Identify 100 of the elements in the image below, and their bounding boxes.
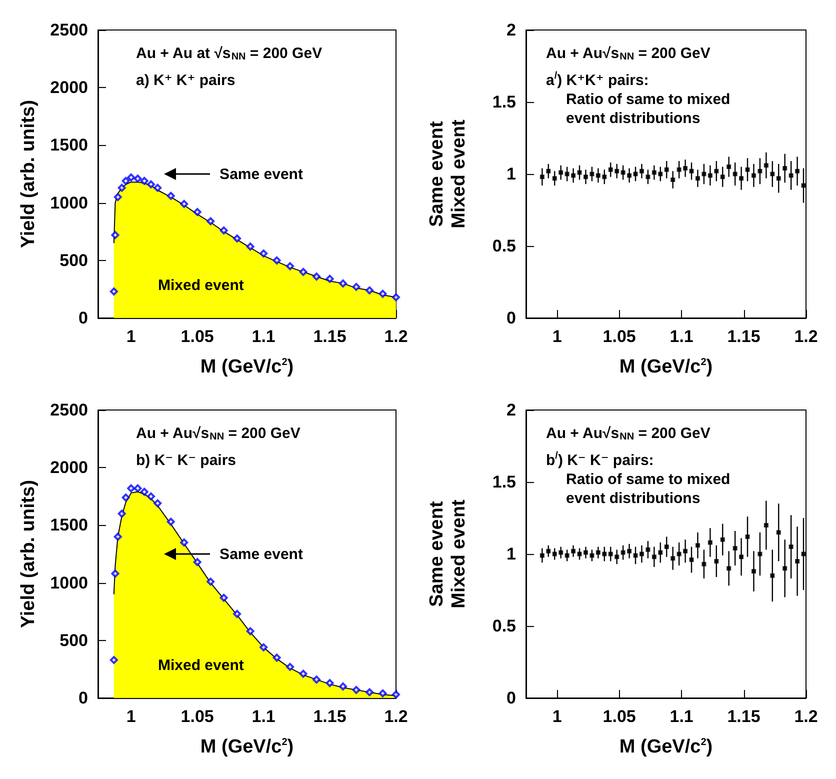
point xyxy=(676,167,682,172)
point xyxy=(118,184,126,192)
point xyxy=(127,484,136,492)
point xyxy=(751,569,756,574)
point xyxy=(146,492,155,500)
y-tick-label: 500 xyxy=(60,630,88,650)
point xyxy=(127,173,136,182)
point xyxy=(366,688,374,696)
point xyxy=(652,170,656,175)
y-axis-title: Same event Mixed event xyxy=(426,498,470,608)
y-tick-label: 1.5 xyxy=(492,92,516,112)
point xyxy=(110,656,118,664)
point xyxy=(739,554,744,560)
point xyxy=(720,537,725,542)
point xyxy=(378,290,387,298)
point xyxy=(664,167,669,172)
point xyxy=(776,176,781,181)
point xyxy=(558,550,564,555)
point xyxy=(795,558,800,564)
point xyxy=(702,562,706,566)
x-tick-label: 1.15 xyxy=(727,707,760,726)
point xyxy=(739,176,744,181)
x-tick-label: 1.2 xyxy=(794,707,818,726)
point xyxy=(639,168,644,174)
y-tick-label: 1 xyxy=(506,164,516,184)
annotation: Same event xyxy=(220,166,303,183)
point xyxy=(583,174,588,180)
point xyxy=(220,226,228,234)
point xyxy=(782,566,788,571)
point xyxy=(620,170,626,175)
point xyxy=(770,573,775,578)
point xyxy=(764,522,768,528)
annotation: Ratio of same to mixed event distributions xyxy=(566,91,730,127)
y-tick-label: 500 xyxy=(60,250,88,270)
point xyxy=(726,164,732,170)
point xyxy=(206,578,215,586)
y-tick-label: 2 xyxy=(506,400,516,420)
point xyxy=(140,488,148,496)
point xyxy=(312,676,321,684)
point xyxy=(260,249,268,258)
y-tick-label: 0 xyxy=(506,688,516,708)
point xyxy=(154,499,162,508)
point xyxy=(770,172,775,176)
point xyxy=(180,200,188,208)
point xyxy=(246,242,254,251)
point xyxy=(378,689,387,698)
x-tick-label: 1.1 xyxy=(252,327,276,346)
point xyxy=(596,550,600,555)
y-axis-title: Yield (arb. units) xyxy=(18,480,39,628)
point xyxy=(702,172,706,176)
x-tick-label: 1.15 xyxy=(727,327,760,346)
x-tick-label: 1 xyxy=(126,327,136,346)
point xyxy=(564,172,570,176)
point xyxy=(122,494,130,502)
point xyxy=(166,518,175,526)
point xyxy=(670,556,676,561)
point xyxy=(758,168,762,174)
y-tick-label: 2500 xyxy=(50,20,88,40)
point xyxy=(614,554,620,560)
x-tick-label: 1.05 xyxy=(602,707,636,726)
y-tick-label: 1 xyxy=(506,544,516,564)
y-tick-label: 0 xyxy=(78,308,88,328)
y-tick-label: 1000 xyxy=(50,573,88,592)
point xyxy=(339,682,348,690)
point xyxy=(122,176,130,185)
point xyxy=(146,180,155,188)
point xyxy=(111,231,120,240)
point xyxy=(540,174,544,180)
point xyxy=(193,558,202,566)
point xyxy=(220,594,228,602)
point xyxy=(732,172,738,176)
point xyxy=(658,172,663,176)
point xyxy=(326,274,334,283)
point xyxy=(732,546,738,550)
annotation: a/) K⁺K⁺ pairs: xyxy=(546,70,649,89)
x-tick-label: 1 xyxy=(552,327,562,346)
point xyxy=(788,173,794,178)
y-tick-label: 2000 xyxy=(50,78,88,98)
point xyxy=(676,552,682,556)
y-tick-label: 2500 xyxy=(50,400,88,420)
point xyxy=(788,544,794,550)
x-tick-label: 1.05 xyxy=(602,327,636,346)
point xyxy=(590,172,594,176)
point xyxy=(546,548,551,554)
point xyxy=(776,530,781,535)
point xyxy=(339,279,348,288)
point xyxy=(745,167,750,172)
x-tick-label: 1.2 xyxy=(384,707,408,726)
x-tick-label: 1.1 xyxy=(252,707,276,726)
point xyxy=(392,293,400,302)
point xyxy=(652,554,656,560)
x-tick-label: 1.05 xyxy=(180,327,214,346)
point xyxy=(695,543,700,548)
y-axis-title: Yield (arb. units) xyxy=(18,100,39,248)
point xyxy=(782,166,788,170)
point xyxy=(608,167,613,172)
point xyxy=(639,552,644,556)
point xyxy=(540,553,544,558)
point xyxy=(233,610,242,618)
point xyxy=(352,686,360,694)
